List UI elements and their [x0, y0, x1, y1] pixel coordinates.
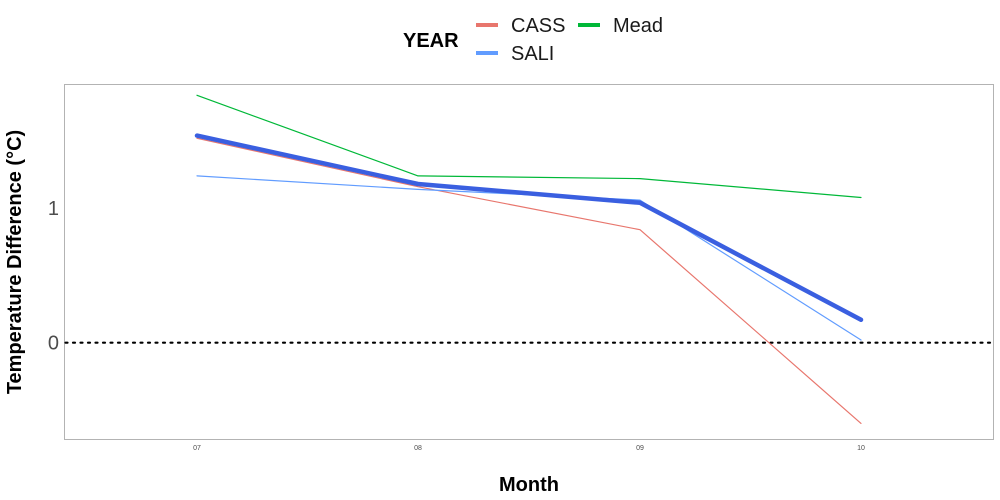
x-axis-ticks: 07 08 09 10: [193, 445, 865, 452]
legend-title: YEAR: [403, 30, 459, 52]
series-line-mead: [196, 94, 862, 199]
y-tick-label: 0: [48, 333, 59, 355]
x-tick-label: 10: [857, 445, 865, 452]
series-line-mean: [194, 133, 864, 323]
series-line-cass: [196, 137, 862, 424]
x-tick-label: 08: [414, 445, 422, 452]
x-tick-label: 07: [193, 445, 201, 452]
legend-label-sali: SALI: [511, 43, 554, 65]
legend: YEAR CASS Mead SALI: [403, 15, 663, 65]
legend-label-mead: Mead: [613, 15, 663, 37]
x-axis-title: Month: [499, 474, 559, 496]
series-layer: [194, 94, 864, 424]
y-axis-ticks: 01: [48, 198, 59, 354]
legend-label-cass: CASS: [511, 15, 565, 37]
y-axis-title: Temperature Difference (°C): [4, 130, 26, 394]
y-tick-label: 1: [48, 198, 59, 220]
x-tick-label: 09: [636, 445, 644, 452]
